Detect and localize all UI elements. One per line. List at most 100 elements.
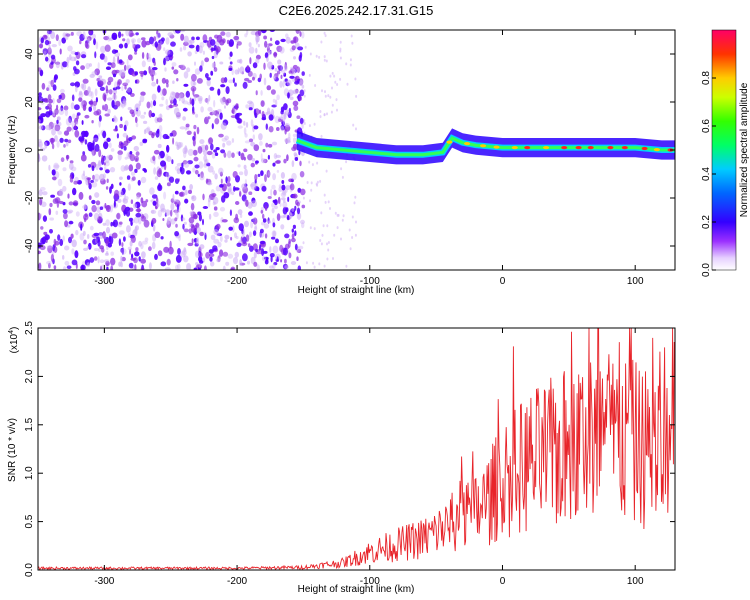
track-hot-spot [480,144,487,148]
noise-dot [65,33,71,37]
noise-dot [174,231,180,237]
noise-dot [186,67,191,73]
snr-x-label: Height of straight line (km) [298,584,415,595]
noise-dot [285,207,289,213]
y-tick-label: 20 [24,96,35,108]
noise-dot [319,115,322,119]
noise-dot [229,209,232,216]
noise-dot [118,261,122,267]
noise-dot [309,52,312,56]
noise-dot [94,178,99,183]
noise-dot [128,137,133,142]
noise-dot [181,162,184,168]
noise-dot [88,30,92,35]
noise-dot [183,83,189,87]
noise-dot [220,122,227,130]
noise-dot [55,60,60,69]
noise-dot [103,36,110,41]
noise-dot [217,88,221,96]
noise-dot [54,197,61,204]
noise-dot [333,233,336,237]
noise-dot [293,152,297,157]
noise-dot [277,196,281,204]
noise-dot [90,99,94,108]
noise-dot [143,219,150,228]
spectrogram-x-label: Height of straight line (km) [298,285,415,296]
noise-dot [92,100,98,106]
noise-dot [234,187,240,191]
noise-dot [241,194,247,202]
noise-dot [270,37,273,42]
noise-dot [75,211,80,217]
noise-dot [263,62,266,70]
noise-dot [259,240,266,245]
noise-dot [265,123,268,130]
noise-dot [320,242,323,246]
colorbar-tick-label: 0.2 [701,215,712,229]
noise-dot [135,247,139,252]
noise-dot [345,160,348,164]
noise-dot [102,130,107,139]
noise-dot [112,73,117,78]
track-hot-spot [511,146,518,150]
noise-dot [64,220,69,228]
noise-dot [157,155,161,160]
noise-dot [143,120,148,124]
noise-dot [239,58,243,64]
noise-dot [203,265,207,270]
noise-dot [168,104,174,109]
noise-dot [80,83,85,89]
noise-dot [39,198,43,206]
noise-dot [323,55,326,59]
noise-dot [173,199,180,203]
noise-dot [300,188,306,196]
noise-dot [195,237,200,245]
noise-dot [155,205,158,210]
noise-dot [91,165,95,172]
noise-dot [58,107,65,116]
noise-dot [104,203,107,209]
noise-dot [133,257,138,264]
noise-dot [223,152,227,158]
noise-dot [214,152,219,156]
noise-dot [323,113,326,117]
noise-dot [250,119,254,127]
noise-dot [211,62,216,69]
noise-dot [205,251,211,259]
noise-dot [106,178,109,183]
noise-dot [40,226,44,230]
y-tick-label: 2.5 [24,321,35,335]
noise-dot [140,176,147,184]
noise-dot [80,264,86,270]
noise-dot [74,130,80,138]
noise-dot [125,65,130,70]
noise-dot [183,45,187,51]
noise-dot [79,33,85,42]
noise-dot [335,98,338,102]
noise-dot [126,175,131,180]
noise-dot [237,209,243,215]
noise-dot [73,180,78,185]
noise-dot [235,113,240,120]
noise-dot [78,191,84,200]
noise-dot [53,164,60,169]
noise-dot [294,80,300,85]
noise-dot [255,37,258,45]
noise-dot [107,97,113,101]
noise-dot [169,240,172,249]
noise-dot [55,210,59,215]
noise-dot [197,95,203,102]
noise-dot [245,199,249,207]
noise-dot [231,152,235,158]
noise-dot [42,215,48,222]
noise-dot [135,116,138,124]
noise-dot [191,36,195,41]
noise-dot [83,239,87,245]
noise-dot [148,66,151,74]
noise-dot [243,120,246,126]
noise-dot [74,104,80,111]
noise-dot [231,107,235,115]
noise-dot [273,262,278,266]
noise-dot [160,37,165,42]
noise-dot [199,174,205,181]
